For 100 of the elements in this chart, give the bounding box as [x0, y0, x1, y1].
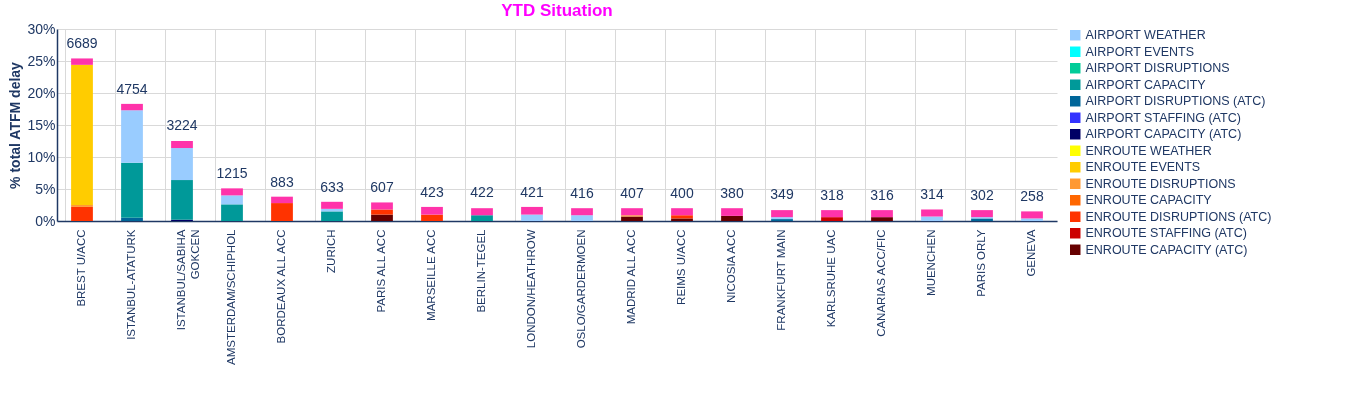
y-axis-title: % total ATFM delay — [7, 61, 24, 189]
x-tick-label: CANARIAS ACC/FIC — [875, 229, 887, 337]
legend-label: AIRPORT WEATHER — [1085, 28, 1206, 43]
bar — [71, 58, 93, 65]
bar — [221, 204, 243, 221]
bar — [471, 208, 493, 216]
bar — [771, 210, 793, 218]
bar — [621, 208, 643, 216]
x-tick-label: ZURICH — [325, 229, 337, 273]
x-tick-label: OSLO/GARDERMOEN — [575, 229, 587, 349]
legend-label: AIRPORT CAPACITY (ATC) — [1085, 127, 1242, 142]
bar — [71, 64, 93, 205]
legend-label: AIRPORT DISRUPTIONS — [1085, 61, 1230, 76]
bar — [121, 103, 143, 111]
legend-label: ENROUTE DISRUPTIONS — [1085, 176, 1236, 191]
annotation: 316 — [870, 187, 894, 204]
legend-label: ENROUTE EVENTS — [1085, 160, 1201, 175]
bar — [71, 206, 93, 221]
x-tick-label: REIMS U/ACC — [675, 229, 687, 305]
bar — [871, 217, 893, 221]
legend-label: AIRPORT CAPACITY — [1085, 77, 1207, 92]
annotation: 607 — [370, 179, 394, 196]
y-tick-label: 0% — [35, 212, 56, 229]
bar — [371, 214, 393, 221]
x-tick-label: AMSTERDAM/SCHIPHOL — [225, 228, 237, 365]
bar — [1021, 218, 1043, 221]
annotation: 258 — [1020, 188, 1044, 205]
bar — [421, 214, 443, 221]
annotation: 407 — [620, 185, 644, 202]
y-tick-label: 25% — [27, 52, 56, 69]
annotation: 400 — [670, 185, 694, 202]
bar — [571, 208, 593, 216]
legend-label: ENROUTE DISRUPTIONS (ATC) — [1085, 209, 1272, 224]
bar — [971, 210, 993, 218]
bar — [571, 215, 593, 221]
annotation: 6689 — [66, 34, 98, 51]
annotation: 4754 — [116, 80, 148, 97]
x-tick-label: MARSEILLE ACC — [425, 229, 437, 321]
bar — [621, 216, 643, 221]
bar — [271, 203, 293, 221]
x-tick-label: ISTANBUL-ATATURK — [125, 229, 137, 340]
bar — [521, 214, 543, 221]
annotation: 314 — [920, 186, 944, 203]
legend-label: ENROUTE WEATHER — [1085, 143, 1212, 158]
bar — [821, 217, 843, 221]
annotation: 349 — [770, 185, 794, 202]
y-tick-label: 15% — [27, 116, 56, 133]
x-tick-label: MADRID ALL ACC — [625, 229, 637, 325]
x-tick-label: BREST U/ACC — [75, 229, 87, 307]
bar — [821, 210, 843, 218]
bar — [471, 215, 493, 221]
x-tick-label: BERLIN-TEGEL — [475, 228, 487, 313]
legend-label: ENROUTE CAPACITY — [1085, 193, 1213, 208]
annotation: 3224 — [166, 117, 198, 134]
y-tick-label: 5% — [35, 180, 56, 197]
bar — [171, 180, 193, 220]
bar — [921, 216, 943, 221]
legend-label: ENROUTE STAFFING (ATC) — [1085, 226, 1247, 241]
annotation: 1215 — [216, 165, 248, 182]
y-tick-label: 30% — [27, 20, 56, 37]
bar — [121, 217, 143, 221]
bar — [421, 206, 443, 215]
x-tick-label: PARIS ALL ACC — [375, 229, 387, 313]
chart-title: YTD Situation — [501, 1, 613, 20]
annotation: 380 — [720, 185, 744, 202]
x-tick-label: KARLSRUHE UAC — [825, 229, 837, 328]
x-tick-label: MUENCHEN — [925, 229, 937, 296]
annotation: 422 — [470, 183, 494, 200]
bar — [721, 215, 743, 221]
y-tick-label: 20% — [27, 84, 56, 101]
y-tick-label: 10% — [27, 148, 56, 165]
x-tick-label: PARIS ORLY — [975, 229, 987, 297]
bar — [371, 202, 393, 210]
bar — [221, 195, 243, 205]
legend-label: AIRPORT DISRUPTIONS (ATC) — [1085, 94, 1266, 109]
annotation: 421 — [520, 183, 544, 200]
x-tick-label: ISTANBUL/SABIHA GOKCEN — [175, 229, 201, 331]
bar — [871, 210, 893, 218]
annotation: 416 — [570, 185, 594, 202]
annotation: 302 — [970, 187, 994, 204]
bar — [921, 209, 943, 217]
bar — [671, 208, 693, 216]
annotation: 423 — [420, 183, 444, 200]
x-tick-label: LONDON/HEATHROW — [525, 229, 537, 349]
legend-label: ENROUTE CAPACITY (ATC) — [1085, 242, 1248, 257]
x-tick-label: FRANKFURT MAIN — [775, 229, 787, 331]
legend-label: AIRPORT EVENTS — [1085, 44, 1195, 59]
x-tick-label: GENEVA — [1025, 229, 1037, 277]
annotation: 633 — [320, 178, 344, 195]
x-tick-label: BORDEAUX ALL ACC — [275, 229, 287, 344]
bar — [221, 188, 243, 196]
bar — [171, 148, 193, 181]
bar — [121, 110, 143, 163]
bar — [1021, 211, 1043, 219]
x-tick-label: NICOSIA ACC — [725, 229, 737, 303]
bar — [521, 206, 543, 215]
bar — [171, 141, 193, 149]
legend-label: AIRPORT STAFFING (ATC) — [1085, 110, 1241, 125]
annotation: 883 — [270, 173, 294, 190]
bar — [121, 162, 143, 218]
